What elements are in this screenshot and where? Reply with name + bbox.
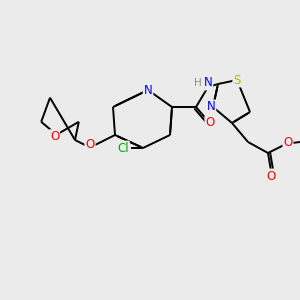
Text: O: O [50,130,59,143]
Text: Cl: Cl [117,142,129,154]
Text: H: H [194,78,202,88]
Text: N: N [204,76,212,89]
Text: O: O [85,139,94,152]
Text: N: N [144,83,152,97]
Text: S: S [233,74,241,86]
Text: O: O [206,116,214,130]
Text: O: O [266,169,276,182]
Text: N: N [207,100,215,113]
Text: O: O [284,136,292,149]
